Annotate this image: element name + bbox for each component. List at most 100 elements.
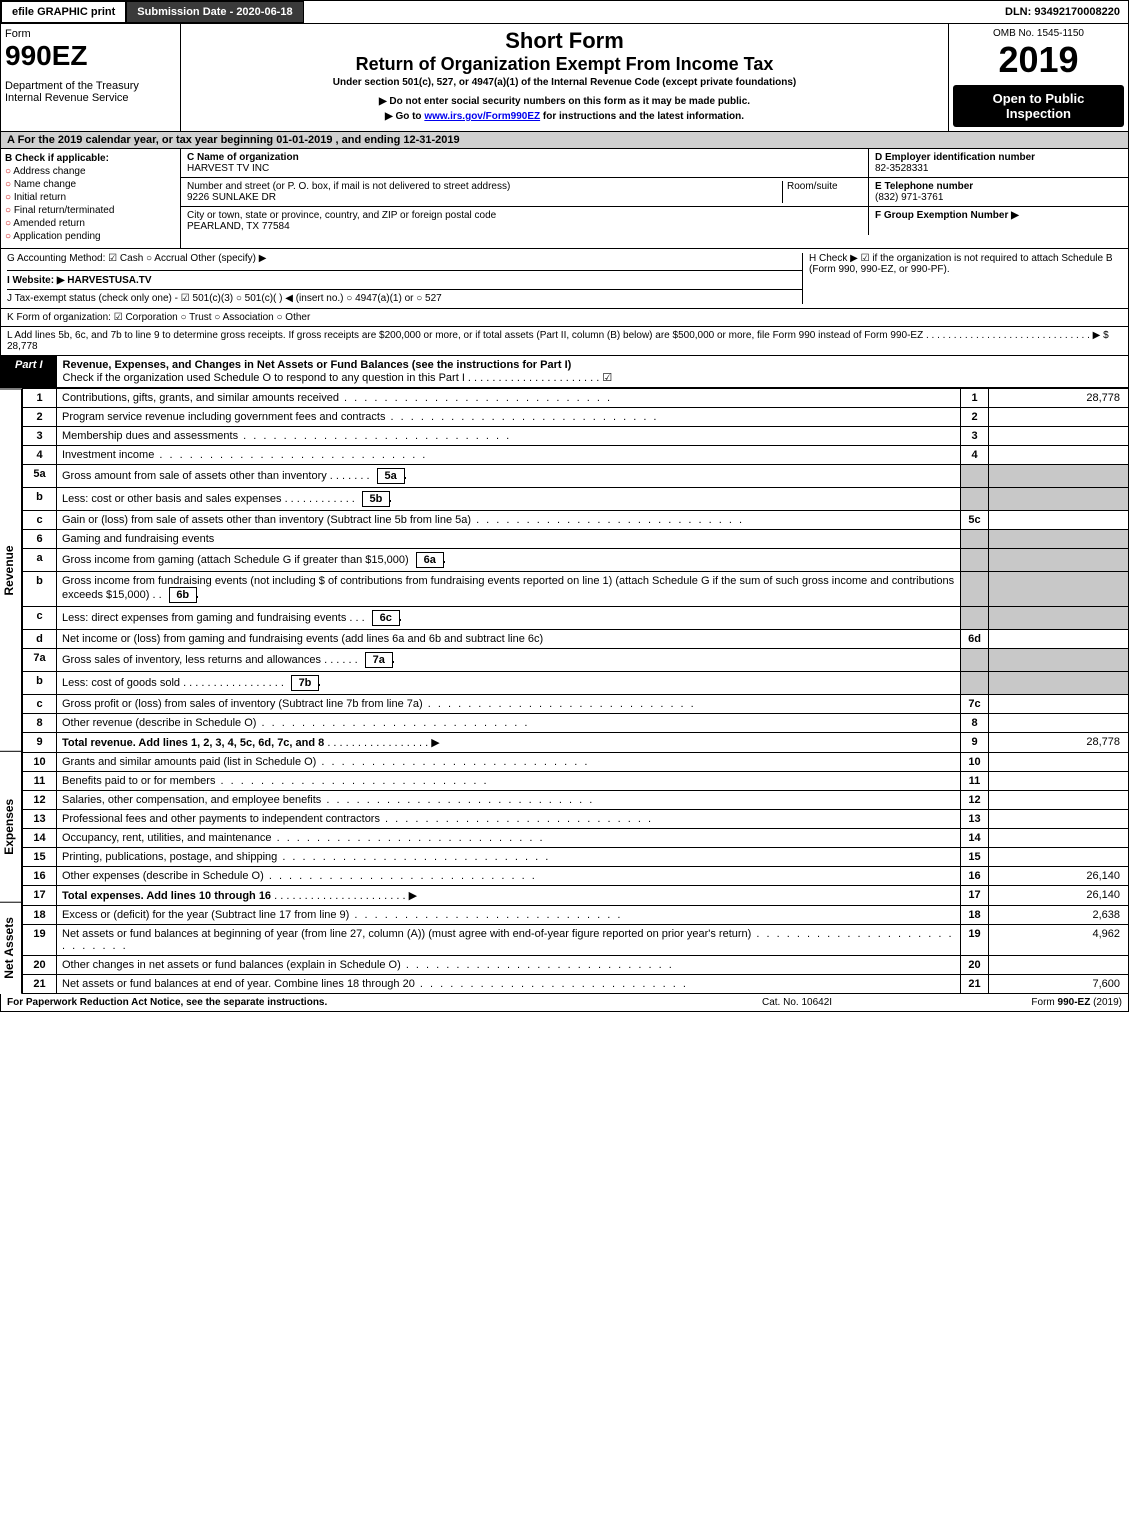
k-form-org: K Form of organization: ☑ Corporation ○ … bbox=[0, 309, 1129, 327]
tax-year: 2019 bbox=[953, 39, 1124, 81]
paperwork-notice: For Paperwork Reduction Act Notice, see … bbox=[7, 997, 762, 1008]
check-final-return[interactable]: Final return/terminated bbox=[5, 205, 176, 216]
line-7c: cGross profit or (loss) from sales of in… bbox=[23, 695, 1129, 714]
line-1-value: 28,778 bbox=[989, 389, 1129, 408]
row-g-h: G Accounting Method: ☑ Cash ○ Accrual Ot… bbox=[0, 249, 1129, 309]
line-19: 19Net assets or fund balances at beginni… bbox=[23, 925, 1129, 956]
ein-value: 82-3528331 bbox=[875, 163, 928, 174]
line-14-value bbox=[989, 829, 1129, 848]
part-1-sub: Check if the organization used Schedule … bbox=[63, 372, 613, 384]
line-14: 14Occupancy, rent, utilities, and mainte… bbox=[23, 829, 1129, 848]
col-cde: C Name of organization HARVEST TV INC D … bbox=[181, 149, 1128, 248]
line-20-text: Other changes in net assets or fund bala… bbox=[62, 959, 674, 971]
c-name-cell: C Name of organization HARVEST TV INC bbox=[181, 149, 868, 177]
room-suite-cell: Room/suite bbox=[782, 181, 862, 203]
line-20-value bbox=[989, 956, 1129, 975]
line-7b-text: Less: cost of goods sold bbox=[62, 677, 180, 689]
line-6c-text: Less: direct expenses from gaming and fu… bbox=[62, 612, 346, 624]
page-footer: For Paperwork Reduction Act Notice, see … bbox=[0, 994, 1129, 1012]
d-ein-cell: D Employer identification number 82-3528… bbox=[868, 149, 1128, 177]
i-website: I Website: ▶ HARVESTUSA.TV bbox=[7, 275, 802, 290]
street-label: Number and street (or P. O. box, if mail… bbox=[187, 181, 510, 192]
side-revenue: Revenue bbox=[0, 388, 22, 751]
line-6a: aGross income from gaming (attach Schedu… bbox=[23, 549, 1129, 572]
cat-number: Cat. No. 10642I bbox=[762, 997, 962, 1008]
line-10: 10Grants and similar amounts paid (list … bbox=[23, 753, 1129, 772]
line-5a: 5a Gross amount from sale of assets other… bbox=[23, 465, 1129, 488]
box-7a: 7a bbox=[365, 652, 393, 668]
line-21-text: Net assets or fund balances at end of ye… bbox=[62, 978, 688, 990]
line-18: 18Excess or (deficit) for the year (Subt… bbox=[23, 906, 1129, 925]
line-13-text: Professional fees and other payments to … bbox=[62, 813, 653, 825]
line-12-text: Salaries, other compensation, and employ… bbox=[62, 794, 594, 806]
irs-link[interactable]: www.irs.gov/Form990EZ bbox=[424, 111, 540, 122]
box-5a: 5a bbox=[377, 468, 405, 484]
short-form-title: Short Form bbox=[185, 28, 944, 54]
line-7b: bLess: cost of goods sold . . . . . . . … bbox=[23, 672, 1129, 695]
city-value: PEARLAND, TX 77584 bbox=[187, 221, 290, 232]
col-b-checkboxes: B Check if applicable: Address change Na… bbox=[1, 149, 181, 248]
line-13: 13Professional fees and other payments t… bbox=[23, 810, 1129, 829]
line-9-value: 28,778 bbox=[989, 733, 1129, 753]
box-7b: 7b bbox=[291, 675, 319, 691]
line-13-value bbox=[989, 810, 1129, 829]
e-phone-cell: E Telephone number (832) 971-3761 bbox=[868, 178, 1128, 206]
side-net-assets: Net Assets bbox=[0, 902, 22, 994]
efile-print-button[interactable]: efile GRAPHIC print bbox=[1, 1, 126, 23]
check-address-change[interactable]: Address change bbox=[5, 166, 176, 177]
line-5b: bLess: cost or other basis and sales exp… bbox=[23, 488, 1129, 511]
line-3-text: Membership dues and assessments bbox=[62, 430, 511, 442]
line-8-text: Other revenue (describe in Schedule O) bbox=[62, 717, 529, 729]
line-1: 1Contributions, gifts, grants, and simil… bbox=[23, 389, 1129, 408]
line-6d: dNet income or (loss) from gaming and fu… bbox=[23, 630, 1129, 649]
header-right: OMB No. 1545-1150 2019 Open to Public In… bbox=[948, 24, 1128, 131]
check-initial-return[interactable]: Initial return bbox=[5, 192, 176, 203]
line-4-value bbox=[989, 446, 1129, 465]
side-expenses: Expenses bbox=[0, 751, 22, 902]
line-10-text: Grants and similar amounts paid (list in… bbox=[62, 756, 589, 768]
omb-number: OMB No. 1545-1150 bbox=[953, 28, 1124, 39]
line-15-value bbox=[989, 848, 1129, 867]
line-5c-value bbox=[989, 511, 1129, 530]
box-6c: 6c bbox=[372, 610, 400, 626]
line-17-text: Total expenses. Add lines 10 through 16 bbox=[62, 890, 271, 902]
line-6: 6Gaming and fundraising events bbox=[23, 530, 1129, 549]
line-15-text: Printing, publications, postage, and shi… bbox=[62, 851, 550, 863]
line-11-value bbox=[989, 772, 1129, 791]
line-18-text: Excess or (deficit) for the year (Subtra… bbox=[62, 909, 622, 921]
form-ref: Form 990-EZ (2019) bbox=[962, 997, 1122, 1008]
line-2: 2Program service revenue including gover… bbox=[23, 408, 1129, 427]
e-label: E Telephone number bbox=[875, 181, 973, 192]
line-14-text: Occupancy, rent, utilities, and maintena… bbox=[62, 832, 545, 844]
line-16-value: 26,140 bbox=[989, 867, 1129, 886]
header-middle: Short Form Return of Organization Exempt… bbox=[181, 24, 948, 131]
check-amended-return[interactable]: Amended return bbox=[5, 218, 176, 229]
lines-table: 1Contributions, gifts, grants, and simil… bbox=[22, 388, 1129, 994]
part-1-header: Part I Revenue, Expenses, and Changes in… bbox=[0, 356, 1129, 388]
line-5c-text: Gain or (loss) from sale of assets other… bbox=[62, 514, 744, 526]
line-8: 8Other revenue (describe in Schedule O)8 bbox=[23, 714, 1129, 733]
line-8-value bbox=[989, 714, 1129, 733]
check-application-pending[interactable]: Application pending bbox=[5, 231, 176, 242]
line-20: 20Other changes in net assets or fund ba… bbox=[23, 956, 1129, 975]
line-3: 3Membership dues and assessments3 bbox=[23, 427, 1129, 446]
line-7c-value bbox=[989, 695, 1129, 714]
phone-value: (832) 971-3761 bbox=[875, 192, 943, 203]
line-18-value: 2,638 bbox=[989, 906, 1129, 925]
line-5a-text: Gross amount from sale of assets other t… bbox=[62, 470, 327, 482]
line-16-text: Other expenses (describe in Schedule O) bbox=[62, 870, 537, 882]
line-4: 4Investment income4 bbox=[23, 446, 1129, 465]
h-schedule-b: H Check ▶ ☑ if the organization is not r… bbox=[802, 253, 1122, 304]
line-11: 11Benefits paid to or for members11 bbox=[23, 772, 1129, 791]
return-title: Return of Organization Exempt From Incom… bbox=[185, 54, 944, 75]
line-17-value: 26,140 bbox=[989, 886, 1129, 906]
check-name-change[interactable]: Name change bbox=[5, 179, 176, 190]
box-5b: 5b bbox=[362, 491, 390, 507]
line-15: 15Printing, publications, postage, and s… bbox=[23, 848, 1129, 867]
under-section: Under section 501(c), 527, or 4947(a)(1)… bbox=[185, 77, 944, 88]
part-1-title-text: Revenue, Expenses, and Changes in Net As… bbox=[63, 359, 572, 371]
submission-date-button[interactable]: Submission Date - 2020-06-18 bbox=[126, 1, 303, 23]
form-word: Form bbox=[5, 28, 176, 40]
line-6d-value bbox=[989, 630, 1129, 649]
line-19-value: 4,962 bbox=[989, 925, 1129, 956]
